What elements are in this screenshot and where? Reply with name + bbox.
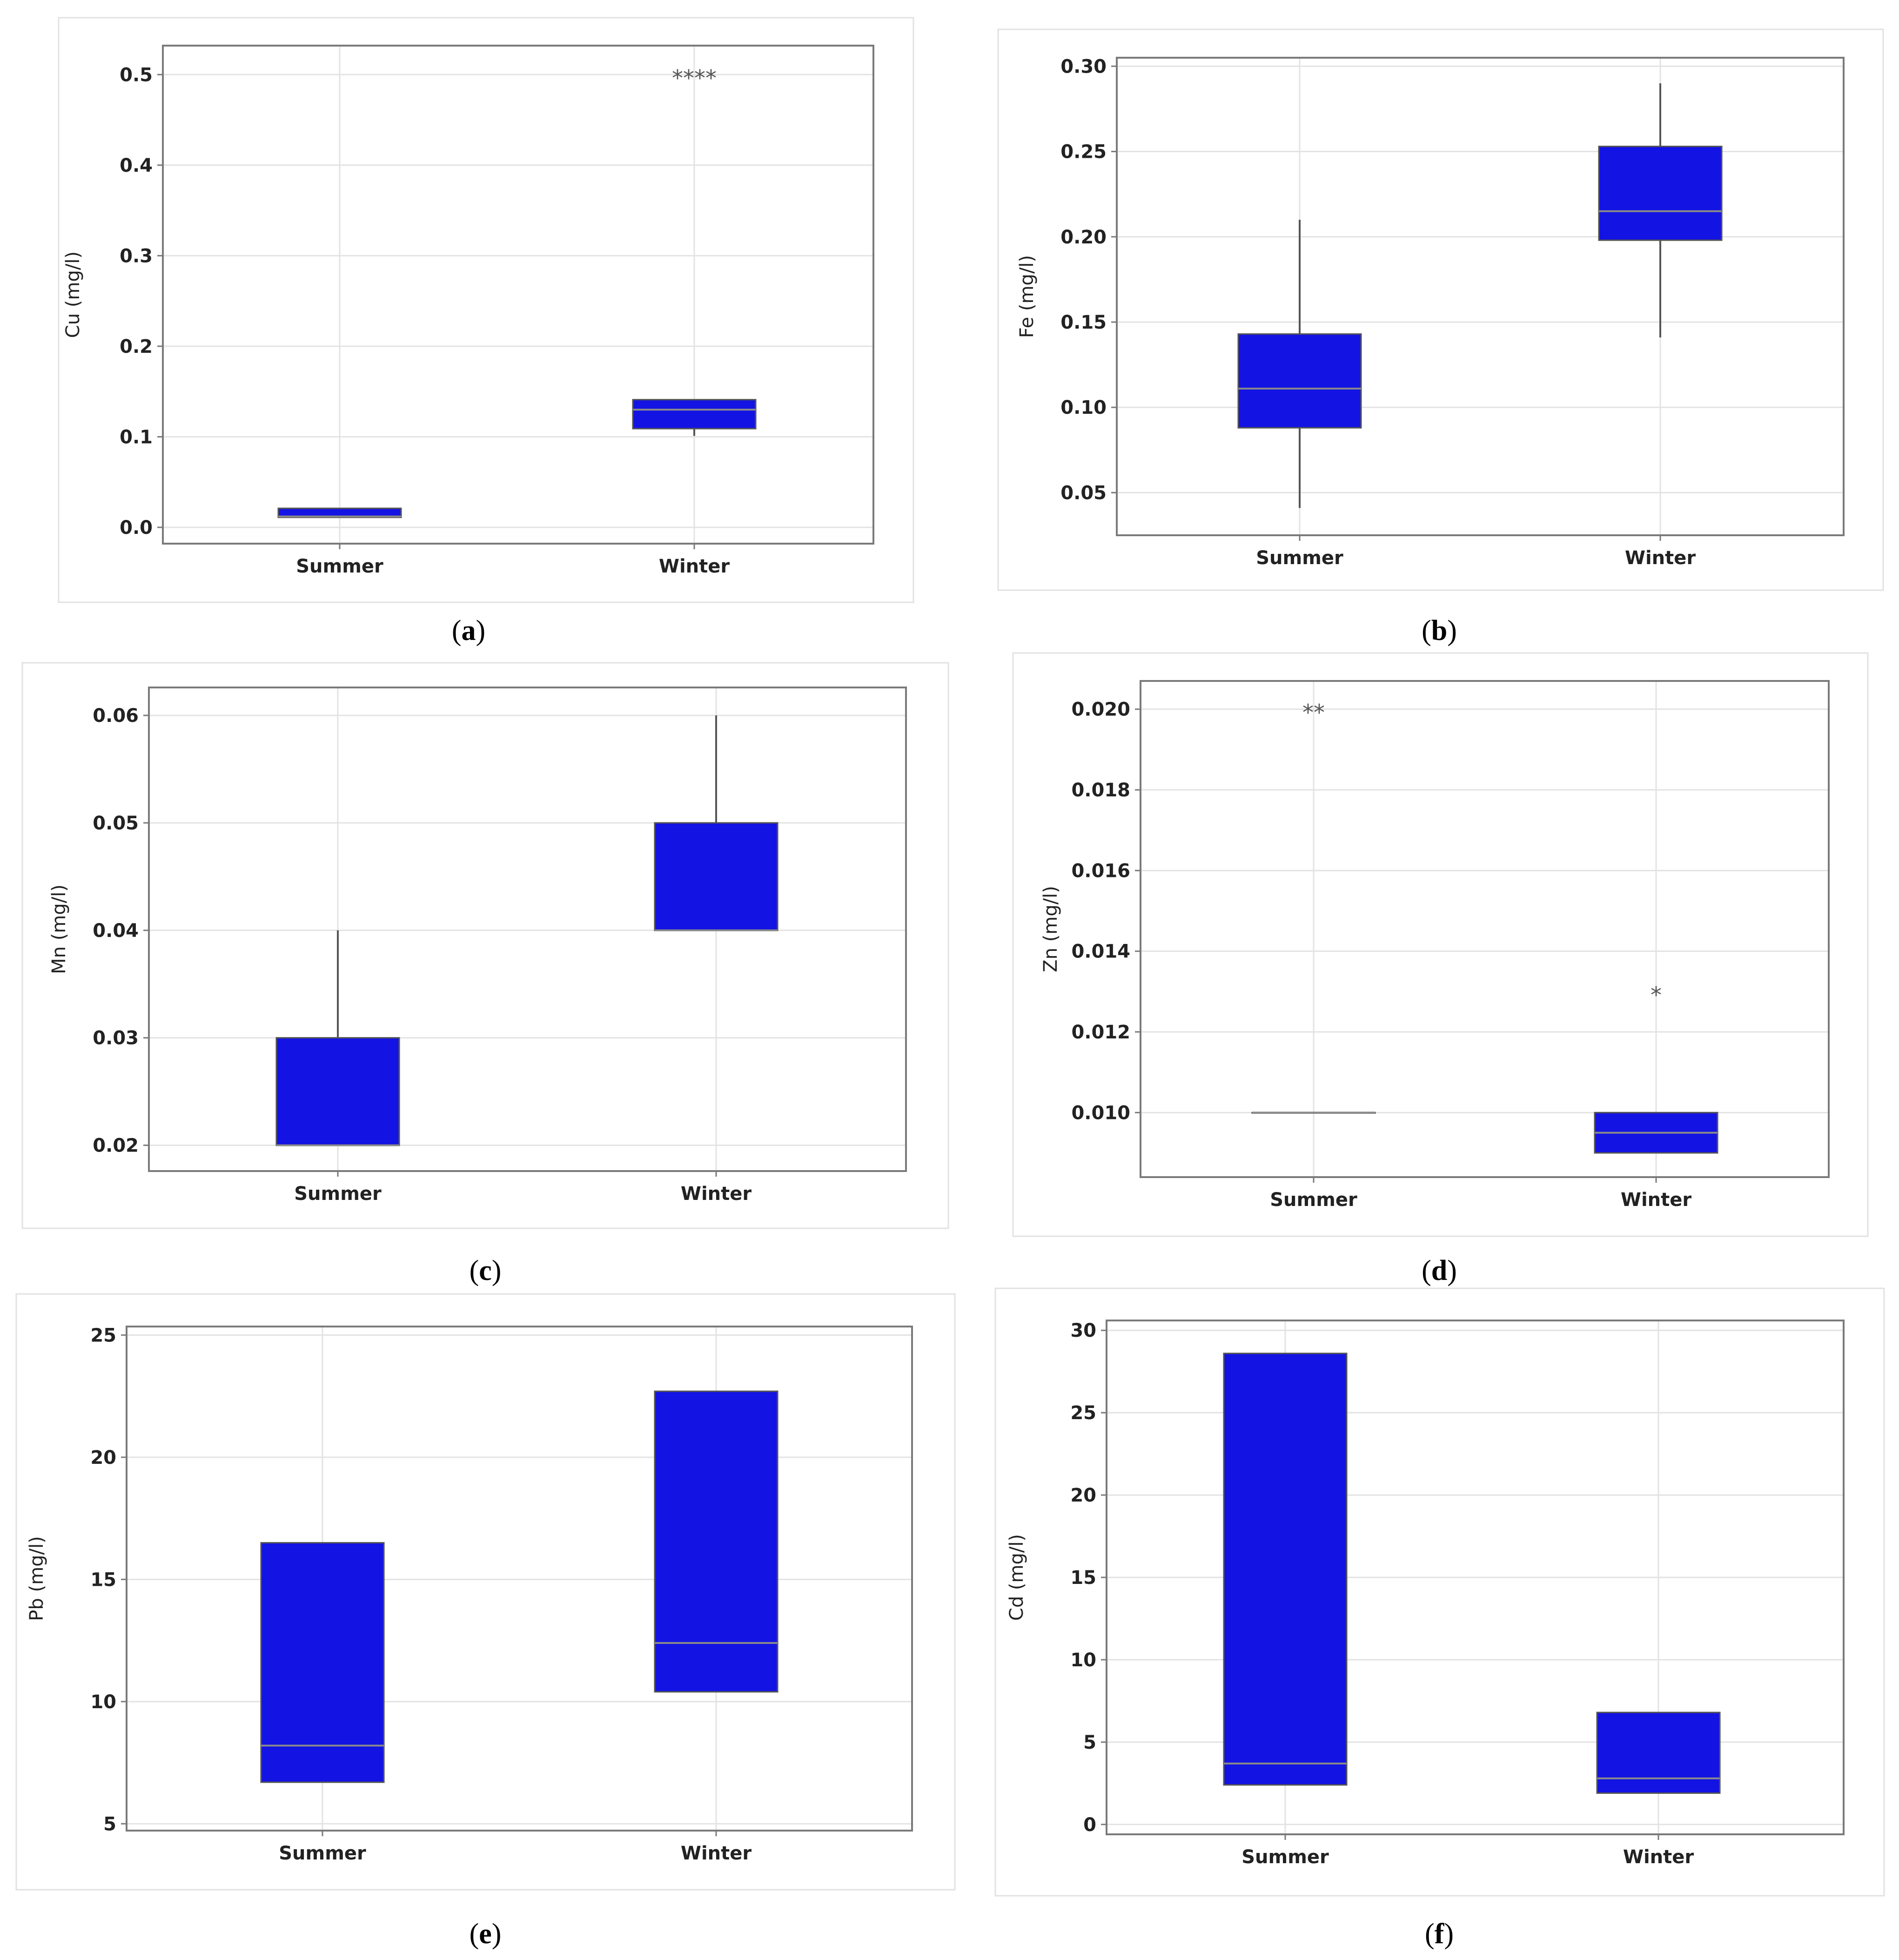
plot-frame (126, 1326, 913, 1832)
y-tick-label: 0.06 (93, 705, 139, 727)
y-tick-label: 0.012 (1071, 1022, 1130, 1043)
box-winter (632, 399, 757, 430)
y-axis-label: Cd (mg/l) (1006, 1534, 1027, 1621)
box-summer (1223, 1353, 1348, 1786)
plot-frame (1116, 57, 1845, 536)
panel-border (994, 1287, 1885, 1897)
y-axis-label: Mn (mg/l) (48, 884, 70, 974)
y-axis-label: Zn (mg/l) (1040, 886, 1061, 972)
box-winter (654, 822, 778, 931)
y-tick-label: 20 (1070, 1485, 1096, 1506)
outlier-marker: * (1651, 982, 1662, 1008)
panel-caption: (c) (470, 1255, 502, 1286)
y-tick-label: 0.1 (120, 426, 153, 448)
y-tick-label: 0.4 (120, 155, 153, 176)
y-tick-label: 0 (1083, 1814, 1096, 1836)
panel-caption: (d) (1422, 1255, 1457, 1286)
y-tick-label: 0.02 (93, 1135, 139, 1157)
y-tick-label: 0.010 (1071, 1102, 1130, 1124)
y-tick-label: 5 (103, 1813, 116, 1835)
x-tick-label-summer: Summer (1256, 547, 1343, 569)
box-winter (654, 1390, 778, 1693)
x-tick-label-winter: Winter (1625, 547, 1696, 569)
y-axis-label: Fe (mg/l) (1016, 255, 1038, 338)
panel-d: 0.010 0.012 0.014 0.016 0.018 0.020 Zn (mg/l) S… (1012, 652, 1869, 1286)
y-tick-label: 0.04 (93, 920, 139, 942)
y-tick-label: 0.016 (1071, 860, 1130, 882)
x-tick-label-summer: Summer (279, 1843, 366, 1864)
y-tick-label: 0.30 (1060, 56, 1107, 77)
panel-border (1012, 652, 1869, 1237)
y-tick-label: 15 (1070, 1567, 1096, 1589)
panel-caption: (e) (470, 1918, 502, 1950)
plot-frame (162, 45, 874, 545)
y-tick-label: 0.3 (120, 245, 153, 267)
x-tick-label-summer: Summer (1270, 1189, 1357, 1211)
x-tick-label-winter: Winter (1621, 1189, 1692, 1211)
y-tick-label: 0.5 (120, 64, 153, 86)
panel-caption: (b) (1422, 615, 1457, 647)
y-tick-label: 0.25 (1060, 141, 1107, 163)
outlier-marker: **** (672, 65, 717, 91)
panel-e: 5 10 15 20 25 Pb (mg/l) Summer Winter (e) (15, 1293, 956, 1950)
y-tick-label: 0.05 (93, 813, 139, 834)
y-axis-label: Cu (mg/l) (62, 251, 84, 338)
y-tick-label: 0.2 (120, 336, 153, 357)
y-axis-label: Pb (mg/l) (26, 1536, 47, 1621)
y-tick-label: 10 (1070, 1650, 1096, 1671)
panel-f: 0 5 10 15 20 25 30 Cd (mg/l) Summer Winter (f) (994, 1287, 1885, 1950)
y-tick-label: 5 (1083, 1732, 1096, 1753)
y-tick-label: 10 (90, 1691, 116, 1713)
panel-border (21, 662, 949, 1229)
y-tick-label: 0.15 (1060, 312, 1107, 333)
y-tick-label: 25 (90, 1325, 116, 1346)
x-tick-label-winter: Winter (659, 556, 730, 577)
panel-caption: (f) (1425, 1918, 1454, 1950)
x-tick-label-summer: Summer (296, 556, 383, 577)
y-tick-label: 30 (1070, 1320, 1096, 1341)
outlier-marker: ** (1302, 700, 1325, 726)
panel-border (997, 28, 1884, 591)
box-summer (275, 1037, 400, 1146)
y-tick-label: 20 (90, 1447, 116, 1468)
y-tick-label: 0.10 (1060, 397, 1107, 418)
panel-c: 0.02 0.03 0.04 0.05 0.06 Mn (mg/l) Summer Winte… (21, 662, 949, 1286)
y-tick-label: 0.0 (120, 517, 153, 539)
x-tick-label-winter: Winter (681, 1843, 752, 1864)
y-tick-label: 0.03 (93, 1028, 139, 1049)
y-tick-label: 15 (90, 1569, 116, 1590)
panel-a: 0.0 0.1 0.2 0.3 0.4 0.5 Cu (mg/l) Summer Winter *… (58, 17, 914, 647)
panel-caption: (a) (452, 615, 485, 647)
y-tick-label: 0.014 (1071, 941, 1130, 963)
y-tick-label: 0.05 (1060, 482, 1107, 504)
x-tick-label-summer: Summer (294, 1183, 382, 1205)
x-tick-label-winter: Winter (681, 1183, 752, 1205)
y-tick-label: 0.018 (1071, 780, 1130, 801)
plot-frame (1106, 1320, 1845, 1835)
panel-b: 0.05 0.10 0.15 0.20 0.25 0.30 Fe (mg/l) Summer W… (997, 28, 1884, 647)
box-winter (1598, 146, 1723, 241)
y-tick-label: 25 (1070, 1402, 1096, 1424)
y-tick-label: 0.020 (1071, 699, 1130, 721)
plot-frame (148, 687, 907, 1172)
x-tick-label-winter: Winter (1623, 1846, 1694, 1868)
panel-border (15, 1293, 956, 1891)
plot-frame (1140, 680, 1830, 1178)
box-summer (1237, 333, 1362, 429)
box-winter (1596, 1711, 1721, 1794)
panel-border (58, 17, 914, 603)
x-tick-label-summer: Summer (1241, 1846, 1329, 1868)
y-tick-label: 0.20 (1060, 227, 1107, 248)
box-summer (260, 1542, 385, 1783)
